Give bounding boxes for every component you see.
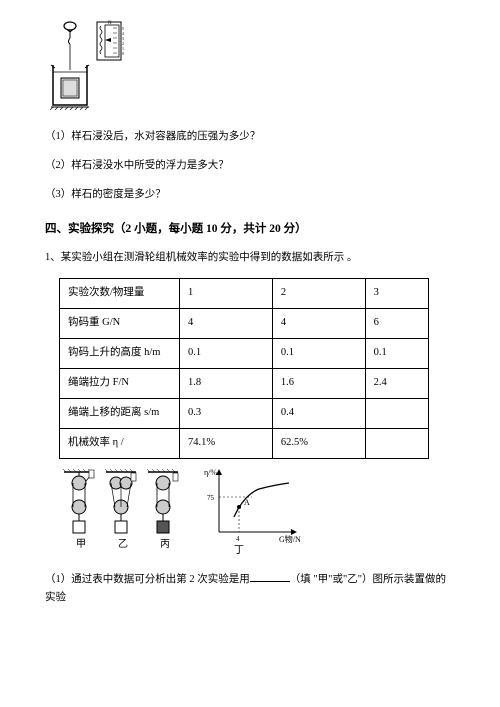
- section-heading: 四、实验探究（2 小题，每小题 10 分，共计 20 分）: [45, 219, 455, 240]
- efficiency-graph-icon: η/% G物/N A 75 4: [204, 468, 301, 544]
- sub-questions: （1）样石浸没后，水对容器底的压强为多少？ （2）样石浸没水中所受的浮力是多大？…: [45, 128, 455, 205]
- svg-text:A: A: [244, 498, 250, 507]
- question-2: （2）样石浸没水中所受的浮力是多大？: [45, 157, 455, 176]
- svg-text:乙: 乙: [118, 538, 128, 550]
- svg-text:甲: 甲: [76, 539, 86, 550]
- fill-text-before: （1）通过表中数据可分析出第 2 次实验是用: [45, 574, 250, 585]
- question-intro: 1、某实验小组在测滑轮组机械效率的实验中得到的数据如表所示 。: [45, 249, 455, 268]
- answer-blank[interactable]: [250, 571, 290, 582]
- pulley-bing-icon: [147, 469, 178, 533]
- table-row: 绳端拉力 F/N 1.8 1.6 2.4: [60, 368, 429, 398]
- scale-unit-label: N: [108, 21, 112, 26]
- svg-text:丁: 丁: [234, 545, 244, 556]
- svg-text:0: 0: [122, 51, 124, 56]
- table-row: 机械效率 η / 74.1% 62.5%: [60, 428, 429, 458]
- svg-text:η/%: η/%: [204, 468, 217, 477]
- experiment-table: 实验次数/物理量 1 2 3 钩码重 G/N 4 4 6 钩码上升的高度 h/m…: [59, 278, 429, 458]
- pulley-jia-icon: [63, 469, 94, 533]
- question-3: （3）样石的密度是多少？: [45, 186, 455, 205]
- fill-blank-question: （1）通过表中数据可分析出第 2 次实验是用（填 "甲"或"乙"）图所示装置做的…: [45, 571, 455, 609]
- svg-text:G物/N: G物/N: [279, 534, 301, 544]
- pulley-diagrams: η/% G物/N A 75 4 甲 乙 丙 丁: [59, 467, 455, 557]
- svg-text:4: 4: [236, 535, 240, 543]
- apparatus-diagram: N 54 32 10: [45, 20, 455, 110]
- table-row: 钩码重 G/N 4 4 6: [60, 309, 429, 339]
- question-1: （1）样石浸没后，水对容器底的压强为多少？: [45, 128, 455, 147]
- table-row: 绳端上移的距离 s/m 0.3 0.4: [60, 398, 429, 428]
- table-row: 实验次数/物理量 1 2 3: [60, 279, 429, 309]
- pulley-yi-icon: [105, 469, 136, 533]
- svg-text:丙: 丙: [160, 539, 170, 550]
- table-row: 钩码上升的高度 h/m 0.1 0.1 0.1: [60, 339, 429, 369]
- svg-text:75: 75: [207, 494, 215, 502]
